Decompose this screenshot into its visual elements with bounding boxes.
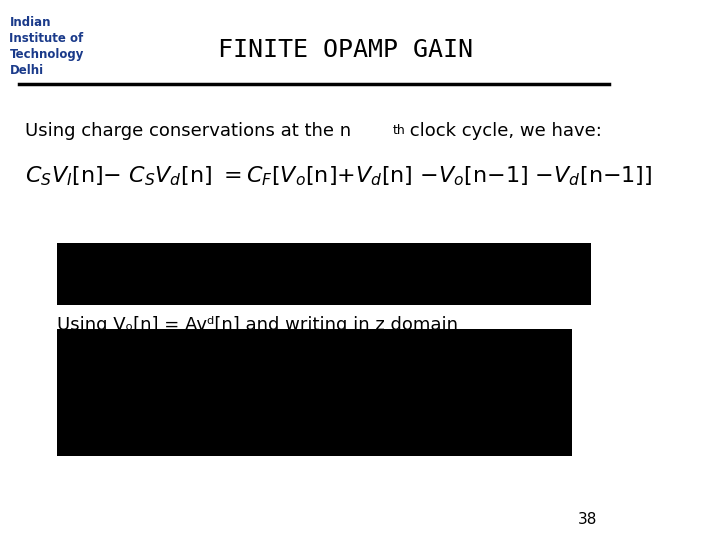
Text: clock cycle, we have:: clock cycle, we have: <box>404 122 602 139</box>
Text: FINITE OPAMP GAIN: FINITE OPAMP GAIN <box>218 38 473 62</box>
Bar <box>57 329 572 456</box>
Text: Using charge conservations at the n: Using charge conservations at the n <box>25 122 351 139</box>
Bar <box>57 243 590 305</box>
Text: Using Vₒ[n] = Avᵈ[n] and writing in z domain: Using Vₒ[n] = Avᵈ[n] and writing in z do… <box>57 316 457 334</box>
Text: $C_S V_I$[n]$-$ $C_S V_d$[n] $= C_F$[$V_o$[n]$+ V_d$[n] $- V_o$[n$-$1] $- V_d$[n: $C_S V_I$[n]$-$ $C_S V_d$[n] $= C_F$[$V_… <box>25 165 652 188</box>
Text: 38: 38 <box>577 511 597 526</box>
Text: th: th <box>392 124 405 137</box>
Text: Indian
Institute of
Technology
Delhi: Indian Institute of Technology Delhi <box>9 16 84 77</box>
